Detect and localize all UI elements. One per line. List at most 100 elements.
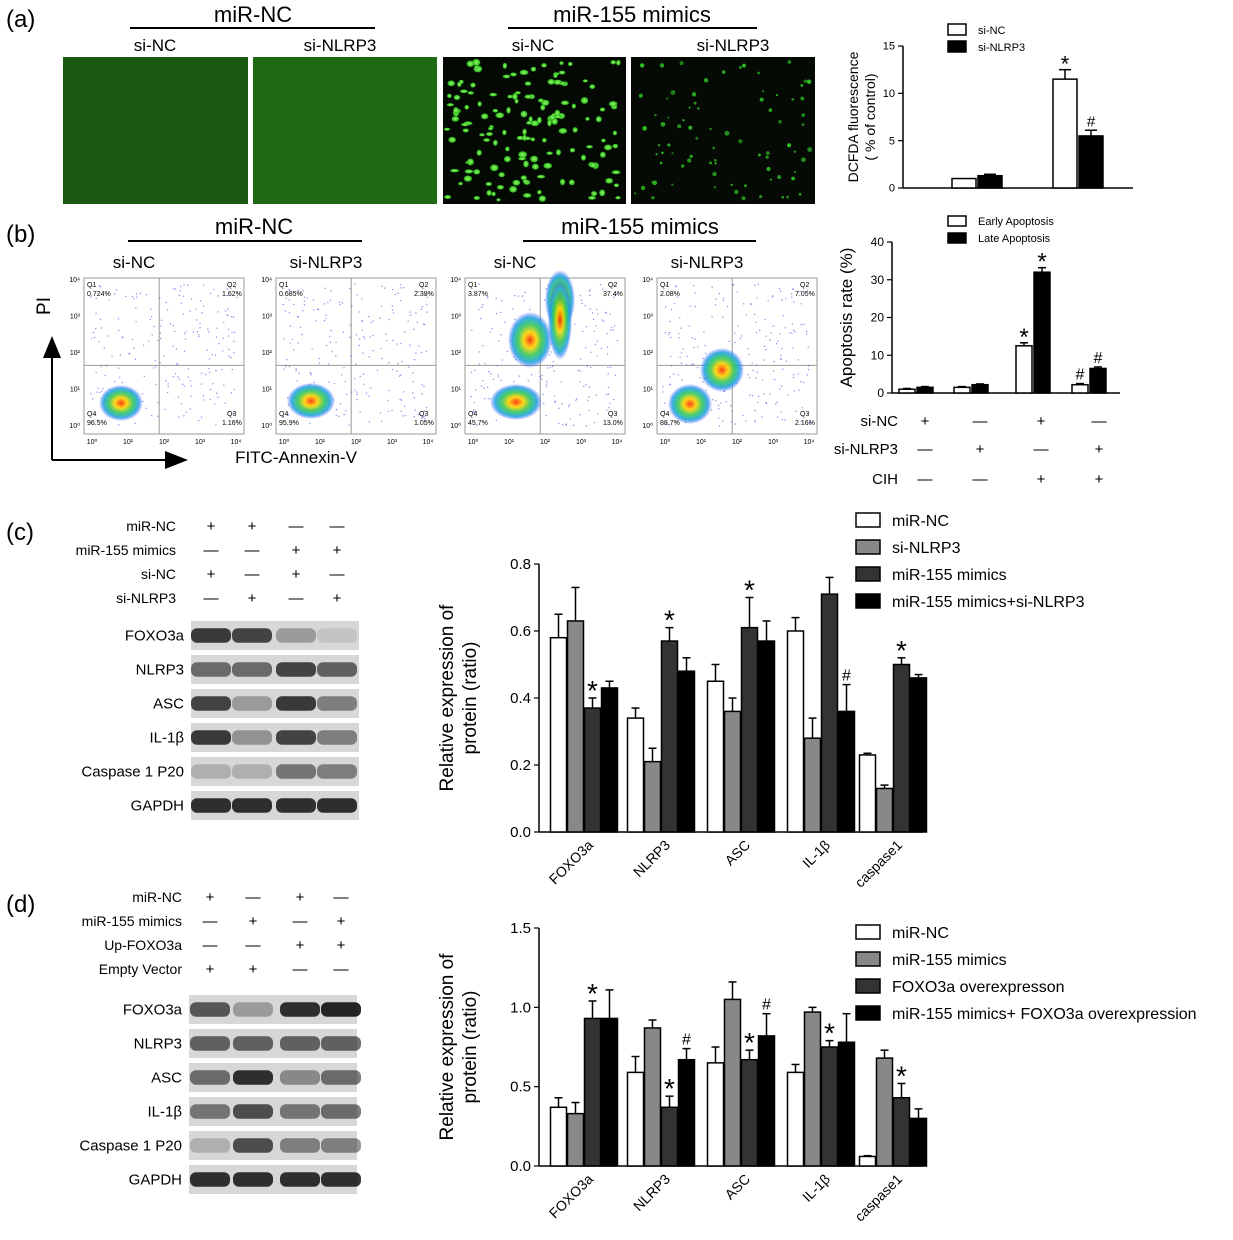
fluorescent-cell [514, 91, 521, 95]
chart-bar [723, 998, 742, 1167]
flow-event [349, 287, 351, 290]
flow-event [517, 295, 520, 297]
flow-event [106, 294, 108, 296]
flow-event [93, 336, 96, 339]
flow-event [413, 396, 415, 399]
flow-event [166, 309, 169, 311]
flow-event [691, 363, 693, 366]
flow-event [792, 329, 795, 332]
flow-event [335, 408, 338, 411]
flow-event [764, 318, 766, 321]
chart-a-dcfda: 0 5 10 15 DCFDA fluorescence( % of control) *… [845, 23, 1133, 195]
flow-event [401, 360, 403, 363]
flow-event [761, 379, 764, 381]
flow-event [597, 313, 599, 315]
flow-event [403, 287, 405, 289]
flow-event [420, 417, 423, 420]
flow-event [342, 331, 345, 334]
fluorescent-cell [661, 151, 664, 155]
fluorescent-cell [787, 60, 792, 64]
flow-event [155, 366, 157, 368]
flow-event [368, 421, 371, 423]
flow-y-tick: 10¹ [70, 387, 81, 394]
flow-event [356, 398, 358, 401]
flow-event [401, 415, 404, 417]
fluorescent-cell [671, 183, 674, 186]
blot-condition-label: miR-155 mimics [76, 542, 176, 558]
blot-condition-sign: — [289, 590, 304, 607]
chart-bar [1078, 135, 1104, 189]
blot-band [191, 730, 231, 745]
flow-event [159, 332, 162, 334]
chart-bar [951, 177, 977, 189]
flow-event [391, 409, 393, 411]
flow-plot-label: si-NLRP3 [671, 253, 744, 272]
blot-band [190, 1070, 230, 1085]
flow-q3-name: Q3 [227, 411, 236, 418]
flow-event [231, 331, 233, 334]
fluorescent-cell [595, 116, 602, 123]
flow-event [400, 287, 402, 289]
flow-event [108, 299, 110, 301]
blot-d: miR-NC + — + — miR-155 mimics — + — + Up-FOXO3a — — +… [79, 889, 361, 1194]
flow-event [356, 391, 359, 393]
flow-y-tick: 10⁰ [261, 422, 272, 430]
flow-event [579, 358, 582, 360]
flow-event [583, 385, 585, 388]
flow-x-tick: 10⁰ [279, 438, 290, 446]
flow-event [183, 415, 185, 417]
flow-event [674, 285, 677, 287]
flow-event [579, 414, 581, 416]
fluorescent-cell [568, 179, 575, 186]
chart-bar [803, 737, 822, 833]
flow-event [192, 331, 194, 333]
chart-y-tick-label: 20 [871, 311, 885, 325]
flow-event [211, 383, 214, 385]
fluorescent-cell [467, 91, 474, 95]
chart-bar [803, 1011, 822, 1167]
flow-event [662, 391, 664, 393]
flow-y-tick: 10³ [262, 314, 273, 321]
flow-event [413, 328, 415, 331]
flow-y-tick: 10² [451, 350, 462, 357]
significance-star: * [1061, 52, 1070, 77]
flow-event [211, 353, 213, 356]
flow-event [227, 308, 229, 310]
flow-event [772, 370, 775, 372]
fluorescent-cell [543, 162, 552, 169]
significance-hash: # [1087, 113, 1096, 130]
fluorescent-cell [530, 66, 537, 72]
fluorescent-cell [655, 153, 658, 156]
flow-event [605, 312, 607, 314]
flow-event [754, 421, 756, 423]
flow-event [309, 372, 311, 374]
flow-event [335, 341, 337, 344]
flow-event [288, 414, 290, 416]
flow-event [711, 316, 713, 318]
flow-event [763, 345, 766, 347]
flow-event [312, 299, 315, 301]
flow-event [379, 317, 381, 319]
flow-event [685, 364, 688, 366]
chart-bar [549, 636, 568, 833]
blot-condition-sign: + [296, 889, 305, 906]
flow-event [423, 385, 425, 387]
blot-band [190, 1172, 230, 1187]
chart-bar [898, 388, 916, 394]
chart-bar [909, 1117, 928, 1167]
flow-event [781, 419, 783, 421]
blot-band-label: IL-1β [150, 730, 185, 747]
fluorescent-cell [586, 145, 593, 149]
flow-event [365, 392, 368, 394]
fluorescent-cell [608, 101, 618, 107]
flow-event [774, 378, 776, 381]
flow-event [160, 337, 162, 340]
flow-event [674, 302, 676, 305]
flow-event [404, 414, 406, 417]
flow-event [595, 308, 598, 311]
fluorescent-cell [444, 195, 452, 200]
flow-event [98, 341, 100, 343]
flow-event [283, 338, 285, 340]
flow-event [134, 358, 137, 361]
flow-event [285, 297, 287, 300]
